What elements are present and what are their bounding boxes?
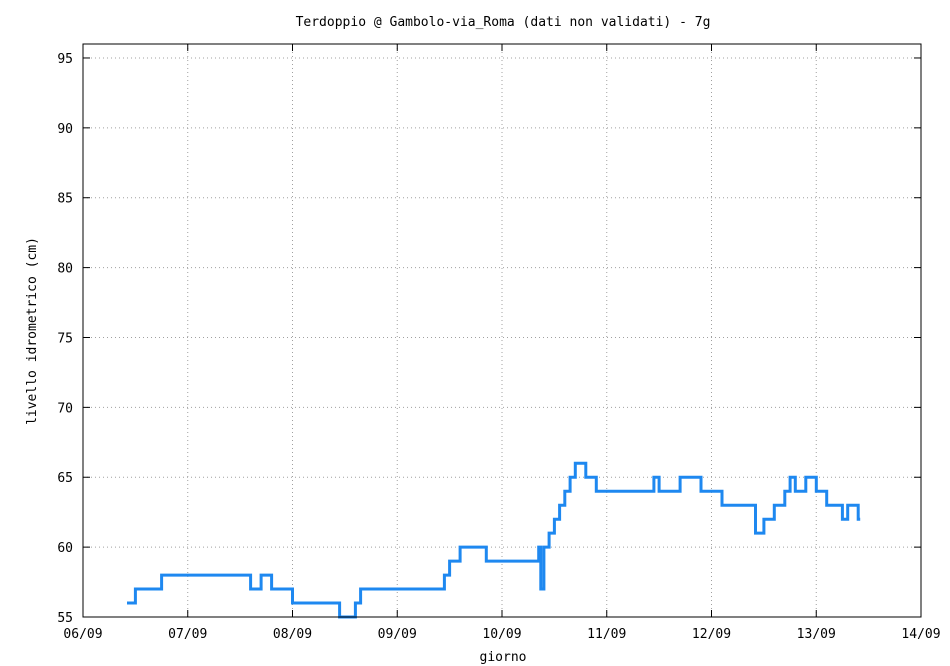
x-tick-label: 13/09	[797, 627, 836, 642]
x-tick-label: 06/09	[63, 627, 102, 642]
x-tick-label: 12/09	[692, 627, 731, 642]
x-tick-labels: 06/09 07/09 08/09 09/09 10/09 11/09 12/09 13/09…	[63, 627, 940, 642]
x-tick-label: 07/09	[168, 627, 207, 642]
tick-marks	[82, 44, 922, 618]
x-axis-label: giorno	[480, 650, 527, 665]
x-tick-label: 09/09	[378, 627, 417, 642]
gridlines	[83, 44, 921, 617]
y-tick-label: 70	[57, 401, 73, 416]
y-tick-label: 60	[57, 541, 73, 556]
series-line	[127, 461, 861, 619]
chart-title: Terdoppio @ Gambolo-via_Roma (dati non v…	[296, 15, 711, 30]
x-tick-label: 08/09	[273, 627, 312, 642]
y-axis-label: livello idrometrico (cm)	[25, 237, 40, 425]
y-tick-labels: 55 60 65 70 75 80 85 90 95	[57, 52, 73, 626]
y-tick-label: 85	[57, 192, 73, 207]
x-tick-label: 14/09	[901, 627, 940, 642]
y-tick-label: 90	[57, 122, 73, 137]
y-tick-label: 65	[57, 471, 73, 486]
plot-frame	[82, 43, 922, 618]
x-tick-label: 10/09	[482, 627, 521, 642]
y-tick-label: 75	[57, 331, 73, 346]
y-tick-label: 80	[57, 262, 73, 277]
x-tick-label: 11/09	[587, 627, 626, 642]
y-tick-label: 95	[57, 52, 73, 67]
y-tick-label: 55	[57, 611, 73, 626]
